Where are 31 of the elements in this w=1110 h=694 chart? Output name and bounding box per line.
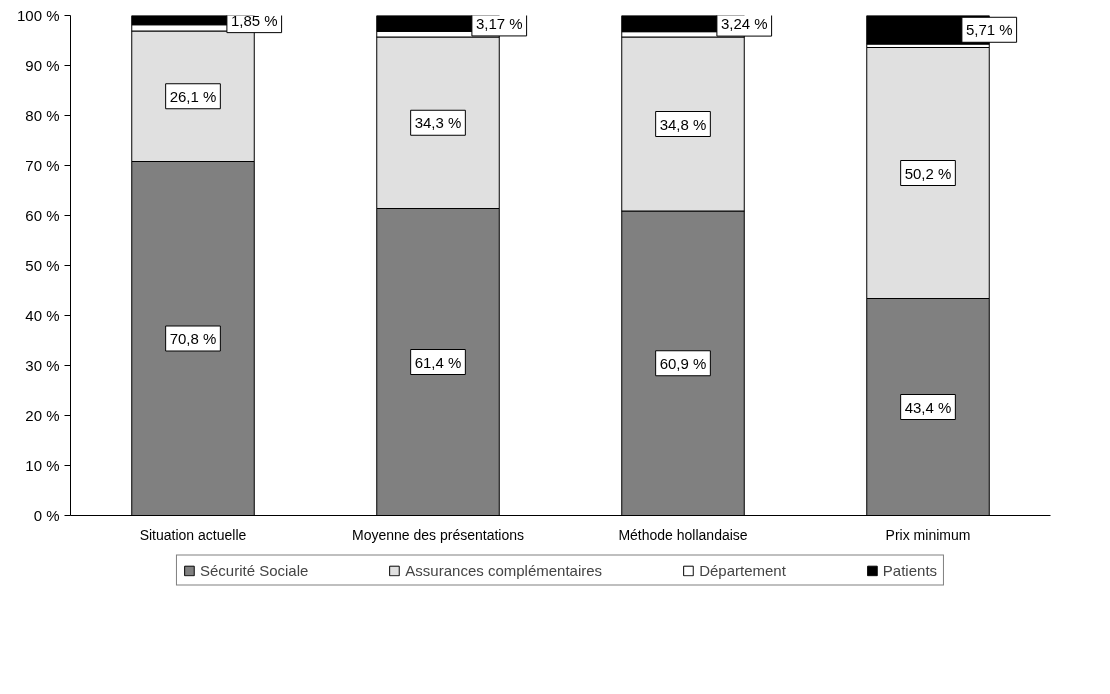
x-tick-label: Situation actuelle [139, 526, 247, 543]
data-label: 26,1 % [169, 87, 217, 105]
y-tick-label: 90 % [25, 57, 60, 74]
y-tick-label: 80 % [25, 107, 60, 124]
y-tick-label: 40 % [25, 307, 60, 324]
data-label: 50,2 % [904, 164, 952, 182]
y-tick-label: 0 % [33, 507, 60, 524]
legend-label: Département [699, 561, 786, 579]
y-tick-label: 30 % [25, 357, 60, 374]
y-tick-label: 50 % [25, 257, 60, 274]
y-tick-label: 70 % [25, 157, 60, 174]
data-label: 3,24 % [720, 15, 768, 33]
data-label: 43,4 % [904, 398, 952, 416]
data-label: 5,71 % [965, 21, 1013, 39]
legend-label: Patients [882, 561, 938, 579]
legend-label: Assurances complémentaires [405, 561, 603, 579]
y-tick-label: 60 % [25, 207, 60, 224]
data-label: 34,3 % [414, 114, 462, 132]
data-label: 70,8 % [169, 330, 217, 347]
y-tick-label: 10 % [25, 457, 60, 474]
data-label: 60,9 % [659, 354, 707, 372]
data-label: 61,4 % [414, 353, 462, 371]
data-label: 34,8 % [659, 115, 707, 133]
data-label: 3,17 % [475, 14, 523, 32]
x-tick-label: Prix minimum [885, 526, 971, 543]
legend-label: Sécurité Sociale [199, 561, 309, 579]
y-tick-label: 20 % [25, 407, 60, 424]
data-label: 1,85 % [230, 11, 278, 29]
x-tick-label: Moyenne des présentations [352, 526, 524, 543]
x-tick-label: Méthode hollandaise [618, 526, 748, 543]
y-tick-label: 100 % [16, 7, 60, 24]
